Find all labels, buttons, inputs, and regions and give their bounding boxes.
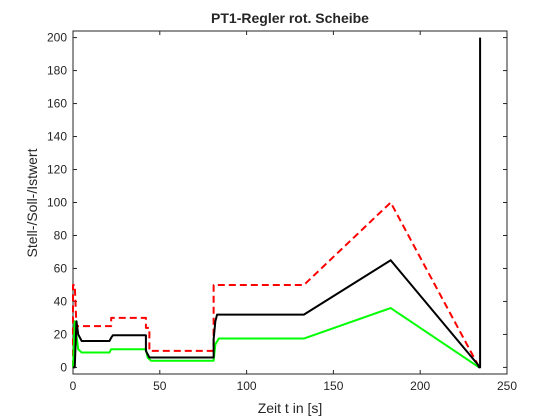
x-tick-label: 100 (237, 379, 257, 393)
y-tick-label: 80 (54, 228, 68, 242)
x-tick-label: 250 (497, 379, 517, 393)
y-axis-label: Stell-/Soll-/Istwert (24, 148, 40, 257)
series-line-0 (72, 201, 481, 368)
y-tick-label: 100 (47, 196, 67, 210)
x-tick-label: 0 (70, 379, 77, 393)
series-layer (72, 37, 482, 369)
x-axis-ticks: 0 50 100 150 200 250 (70, 31, 517, 393)
y-tick-label: 140 (47, 130, 67, 144)
series-line-1 (73, 37, 482, 369)
y-tick-label: 180 (47, 64, 67, 78)
chart-title: PT1-Regler rot. Scheibe (211, 10, 369, 26)
y-tick-label: 40 (54, 294, 68, 308)
x-tick-label: 50 (153, 379, 167, 393)
x-tick-label: 200 (410, 379, 430, 393)
axes (72, 30, 508, 375)
y-tick-label: 120 (47, 163, 67, 177)
y-axis-ticks: 0 20 40 60 80 100 120 140 160 180 200 (47, 31, 507, 374)
y-tick-label: 0 (60, 360, 67, 374)
x-axis-label: Zeit t in [s] (258, 400, 323, 416)
y-tick-label: 60 (54, 261, 68, 275)
axes-box (72, 30, 508, 375)
y-tick-label: 160 (47, 97, 67, 111)
x-tick-label: 150 (323, 379, 343, 393)
y-tick-label: 20 (54, 327, 68, 341)
y-tick-label: 200 (47, 31, 67, 45)
